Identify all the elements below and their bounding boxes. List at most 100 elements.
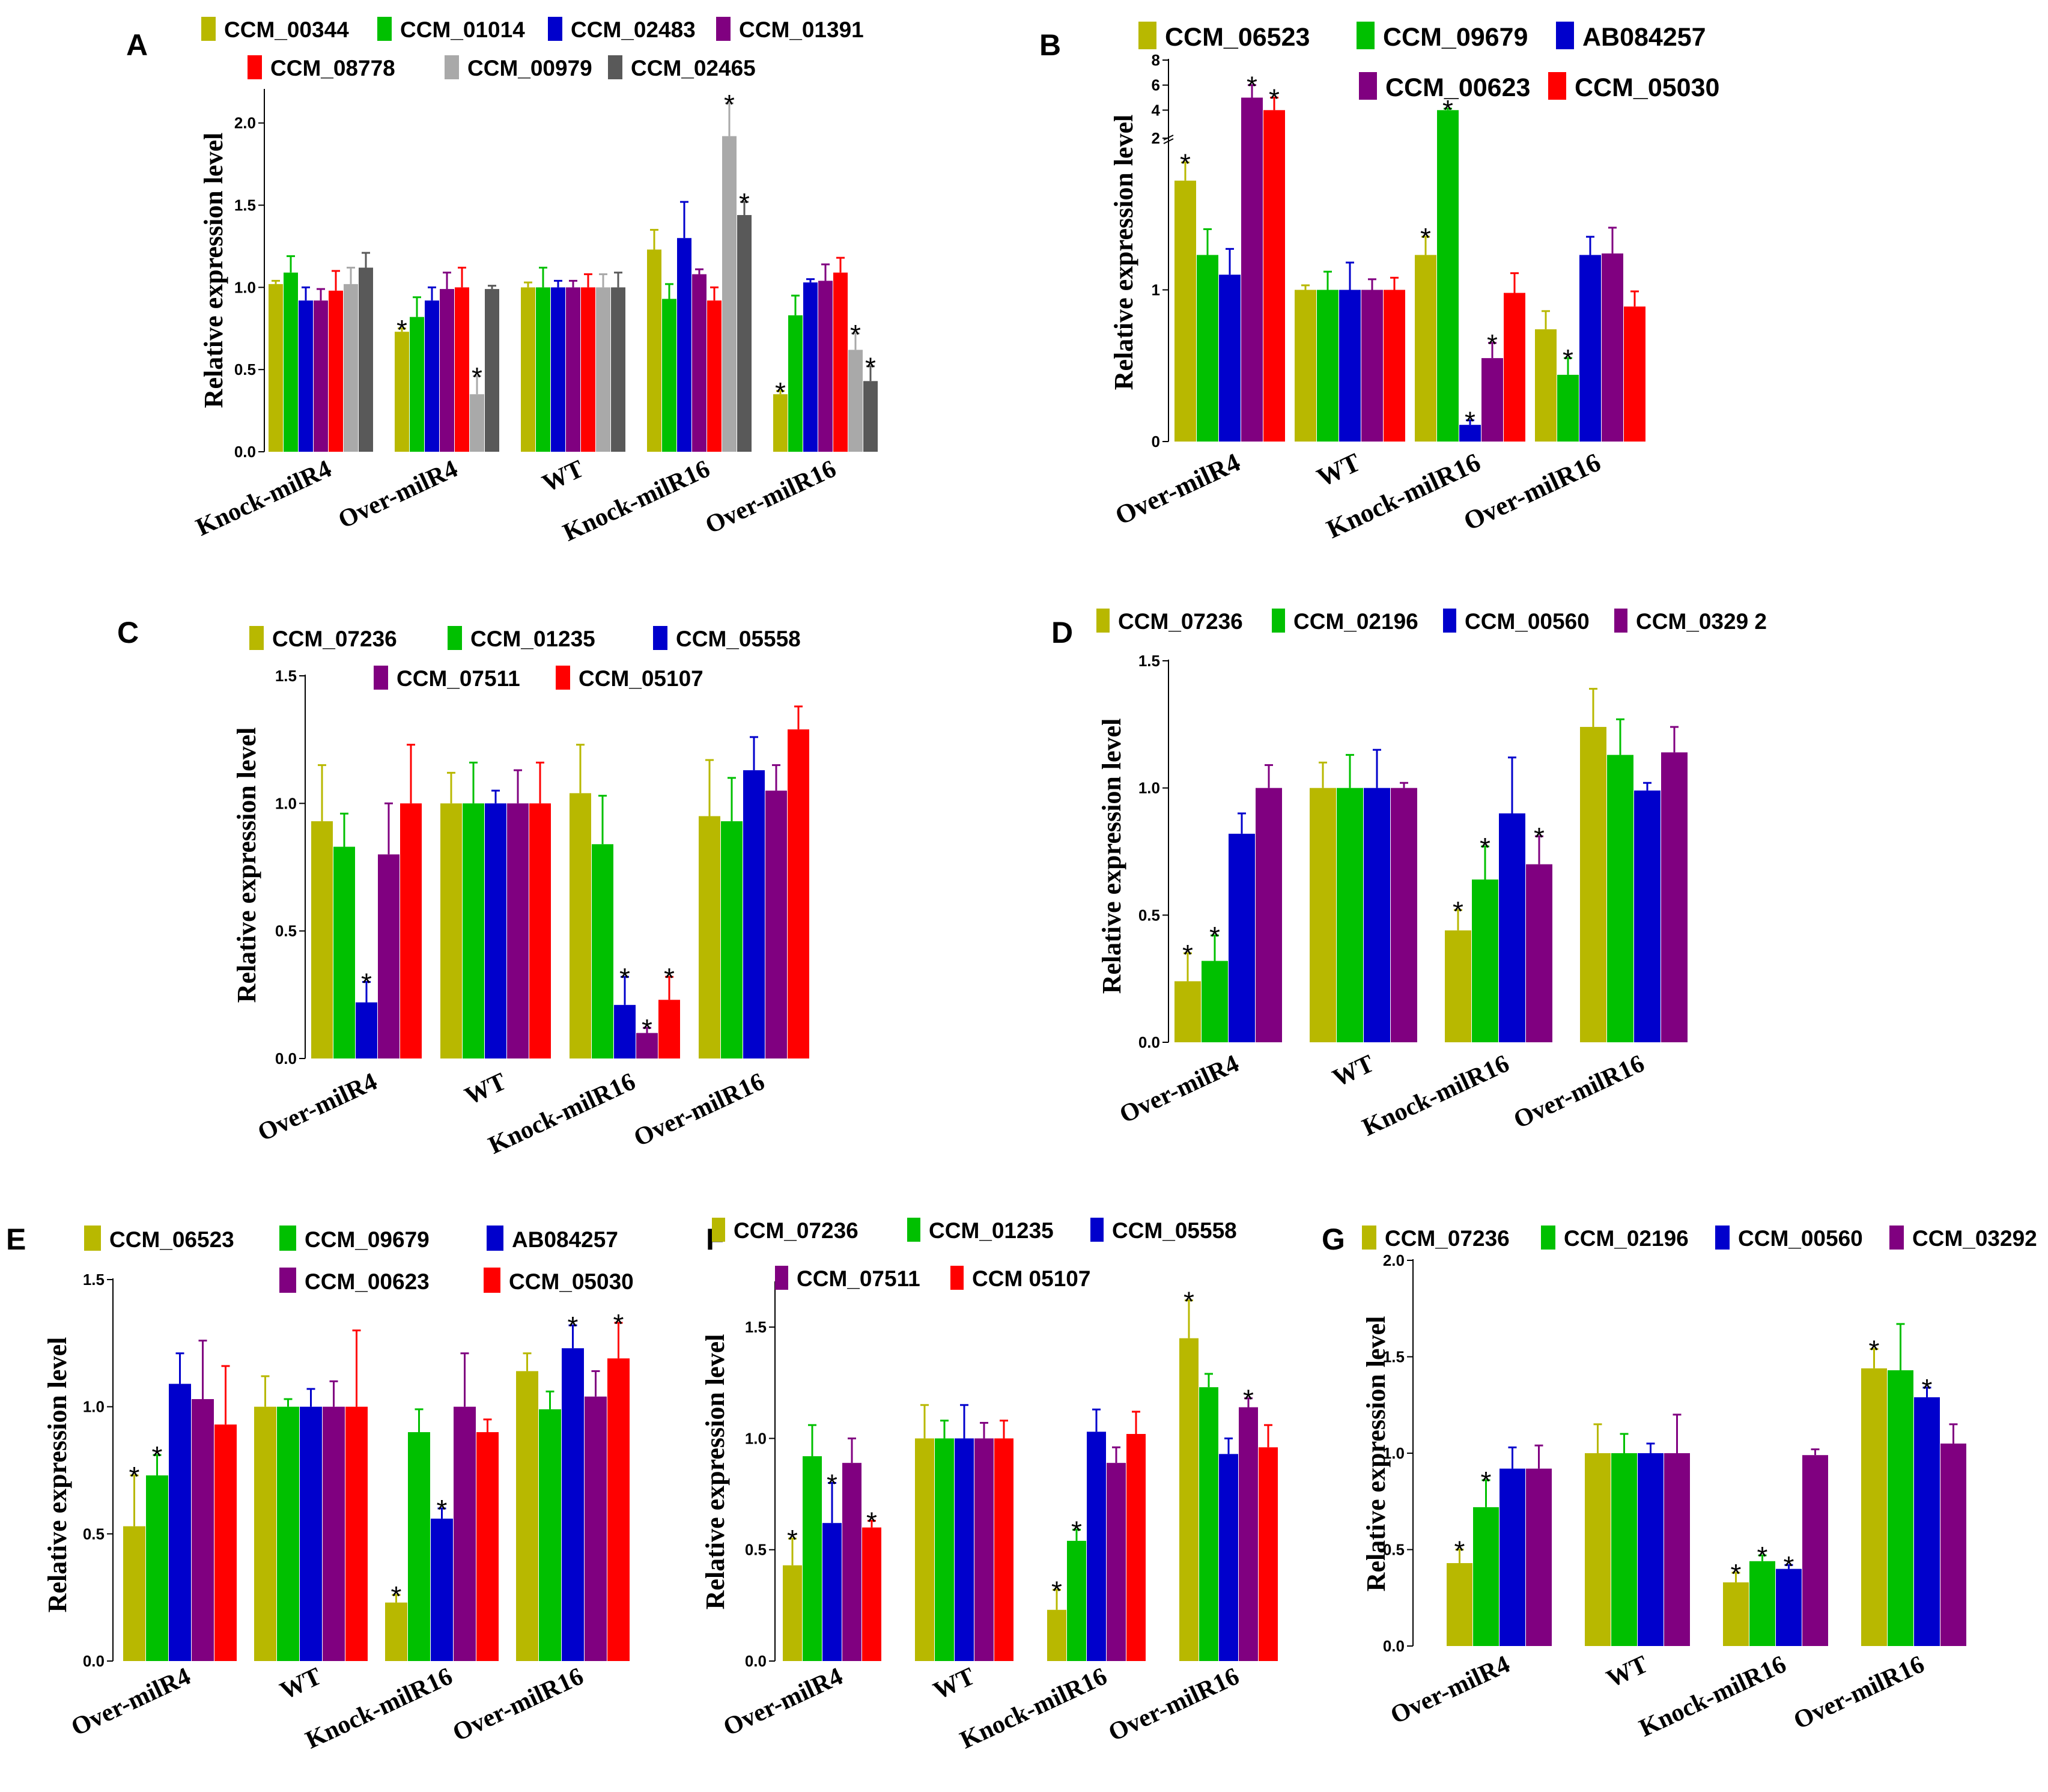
legend-swatch bbox=[249, 626, 264, 650]
significance-star: * bbox=[1534, 822, 1545, 853]
legend-swatch bbox=[1556, 22, 1574, 49]
panel-label: E bbox=[6, 1223, 26, 1256]
significance-star: * bbox=[397, 314, 407, 345]
bar bbox=[1295, 290, 1316, 442]
bar bbox=[1337, 788, 1363, 1042]
category-label: Knock-milR16 bbox=[484, 1068, 639, 1159]
category-label: WT bbox=[461, 1068, 511, 1110]
y-tick-label: 0.0 bbox=[83, 1652, 105, 1670]
category-label: Over-milR16 bbox=[1459, 448, 1605, 536]
legend-swatch bbox=[248, 55, 262, 79]
legend-swatch bbox=[1138, 22, 1156, 49]
significance-star: * bbox=[642, 1013, 652, 1045]
bar bbox=[570, 793, 591, 1058]
legend-swatch bbox=[1359, 72, 1377, 100]
significance-star: * bbox=[361, 968, 372, 999]
legend-swatch bbox=[950, 1266, 964, 1290]
legend-swatch bbox=[377, 17, 392, 41]
bar bbox=[1229, 833, 1255, 1042]
bar bbox=[1861, 1368, 1887, 1646]
bar bbox=[1472, 879, 1498, 1042]
category-label: Knock-milR16 bbox=[956, 1662, 1111, 1754]
bar bbox=[1219, 275, 1241, 442]
bar bbox=[329, 290, 343, 452]
legend-label: CCM_05030 bbox=[509, 1269, 634, 1294]
bar bbox=[699, 816, 720, 1058]
panel-label: G bbox=[1322, 1223, 1345, 1256]
bar bbox=[516, 1371, 538, 1661]
bar bbox=[1415, 255, 1436, 442]
y-axis-label: Relative expression level bbox=[232, 727, 261, 1003]
bar bbox=[1459, 425, 1481, 442]
bar bbox=[862, 1527, 881, 1661]
legend-label: CCM_09679 bbox=[1383, 23, 1528, 52]
significance-star: * bbox=[568, 1311, 579, 1342]
bar bbox=[596, 287, 610, 452]
bar bbox=[955, 1438, 974, 1661]
legend-swatch bbox=[608, 55, 622, 79]
bar bbox=[1263, 110, 1285, 442]
bar bbox=[994, 1438, 1013, 1661]
legend-label: CCM_00560 bbox=[1738, 1226, 1863, 1251]
bar bbox=[581, 287, 595, 452]
legend-label: CCM_06523 bbox=[1165, 23, 1310, 52]
bar bbox=[1473, 1507, 1499, 1646]
bar bbox=[408, 1432, 430, 1661]
y-tick-label: 0.0 bbox=[234, 443, 256, 461]
y-tick-label: 8 bbox=[1152, 51, 1160, 69]
legend-label: CCM_02483 bbox=[571, 17, 696, 42]
bar bbox=[344, 284, 358, 452]
bar bbox=[722, 136, 737, 452]
bar bbox=[463, 803, 484, 1058]
bar bbox=[485, 803, 506, 1058]
significance-star: * bbox=[1922, 1373, 1933, 1405]
legend-label: CCM_00623 bbox=[305, 1269, 430, 1294]
legend-swatch bbox=[1272, 609, 1285, 633]
bar bbox=[277, 1406, 299, 1661]
category-label: Over-milR4 bbox=[67, 1662, 195, 1742]
bar bbox=[636, 1033, 658, 1058]
bar bbox=[284, 272, 298, 452]
panel-e: E 0.0 0.5 1.0 1.5 Relative expression level CC… bbox=[6, 1223, 634, 1754]
legend-label: CCM 05107 bbox=[972, 1266, 1090, 1291]
bar bbox=[214, 1424, 237, 1661]
bar bbox=[314, 300, 328, 452]
category-label: WT bbox=[276, 1662, 326, 1705]
panel-g: G 0.0 0.5 1.0 1.5 2.0 Relative expression leve… bbox=[1322, 1223, 2037, 1742]
y-axis-label: Relative expression level bbox=[199, 133, 228, 409]
bar bbox=[1310, 788, 1336, 1042]
legend-swatch bbox=[907, 1218, 920, 1242]
legend-swatch bbox=[653, 626, 667, 650]
legend-swatch bbox=[1357, 22, 1375, 49]
bar bbox=[1504, 293, 1525, 442]
bar bbox=[1611, 1453, 1637, 1646]
significance-star: * bbox=[1481, 1466, 1492, 1497]
legend-label: CCM_00344 bbox=[224, 17, 349, 42]
legend-label: CCM_07236 bbox=[1385, 1226, 1510, 1251]
legend-swatch bbox=[1715, 1226, 1730, 1250]
bar bbox=[299, 300, 313, 452]
significance-star: * bbox=[152, 1441, 163, 1472]
legend-swatch bbox=[1614, 609, 1627, 633]
legend-swatch bbox=[279, 1226, 296, 1251]
significance-star: * bbox=[866, 1507, 877, 1538]
panel-d: D 0.0 0.5 1.0 1.5 Relative expression level CC… bbox=[1051, 609, 1767, 1141]
legend-label: CCM_01014 bbox=[400, 17, 525, 42]
significance-star: * bbox=[1784, 1551, 1794, 1582]
bar bbox=[721, 821, 743, 1058]
significance-star: * bbox=[827, 1469, 837, 1500]
panel-label: B bbox=[1039, 28, 1061, 62]
legend-swatch bbox=[716, 17, 731, 41]
bar bbox=[848, 350, 863, 452]
legend-swatch bbox=[487, 1226, 503, 1251]
category-label: WT bbox=[1313, 448, 1365, 493]
legend-label: CCM_05107 bbox=[579, 666, 703, 691]
significance-star: * bbox=[1184, 1286, 1194, 1317]
bar bbox=[974, 1438, 994, 1661]
bar bbox=[1557, 374, 1579, 442]
bar bbox=[529, 803, 551, 1058]
y-axis-label: Relative expression level bbox=[1361, 1316, 1391, 1592]
bar bbox=[822, 1523, 842, 1661]
bar bbox=[788, 315, 803, 452]
legend-label: CCM_05558 bbox=[676, 627, 801, 651]
